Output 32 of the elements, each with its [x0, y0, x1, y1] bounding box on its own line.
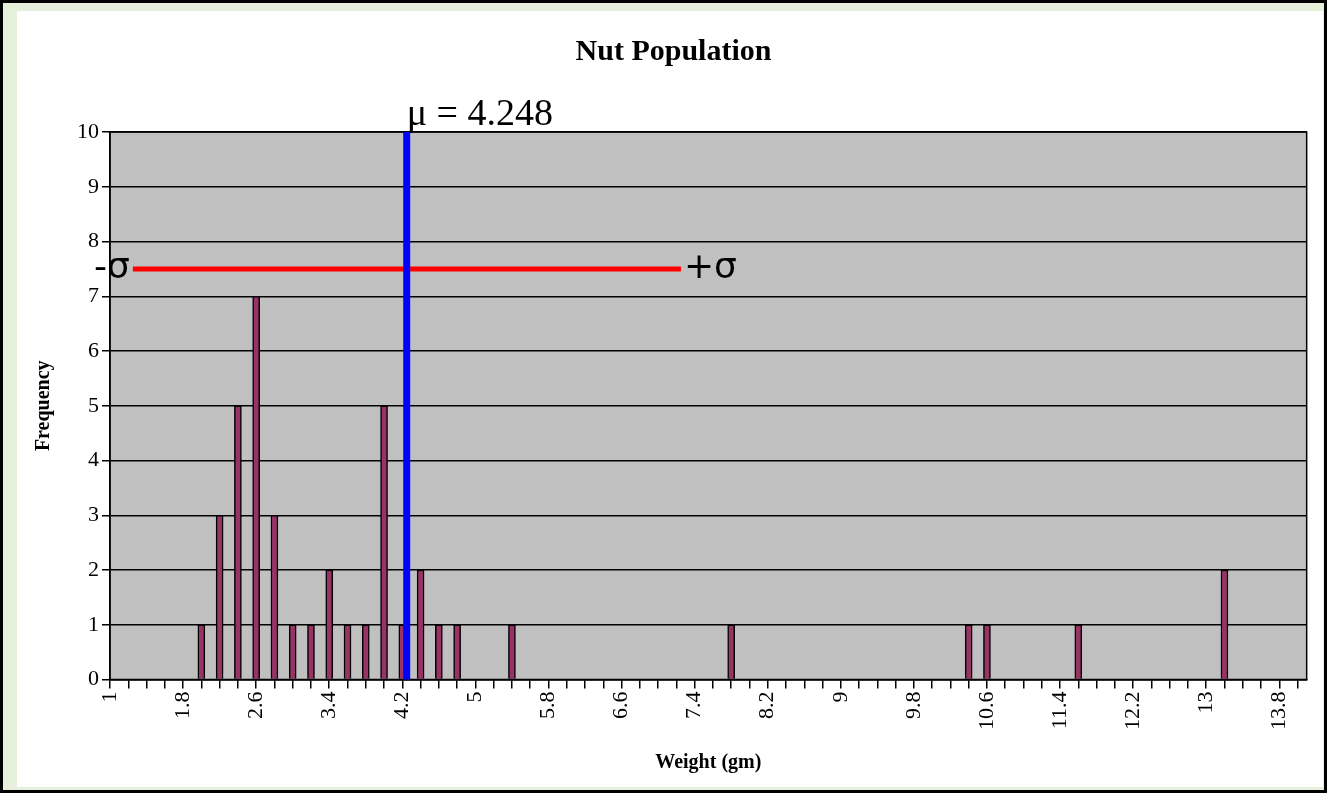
chart-title: Nut Population — [575, 32, 772, 66]
y-tick-label: 9 — [88, 172, 99, 198]
y-tick-label: 4 — [88, 446, 99, 472]
y-tick-label: 0 — [88, 665, 99, 691]
y-tick-label: 1 — [88, 610, 99, 636]
y-tick-label: 8 — [88, 227, 99, 253]
x-tick-label: 9.8 — [899, 691, 925, 719]
x-tick-label: 2.6 — [241, 691, 267, 719]
x-tick-label: 5.8 — [534, 691, 560, 719]
x-tick-label: 11.4 — [1045, 691, 1071, 730]
y-tick-label: 7 — [88, 282, 99, 308]
x-tick-label: 7.4 — [680, 691, 706, 719]
x-tick-label: 13 — [1191, 691, 1217, 714]
y-tick-label: 6 — [88, 336, 99, 362]
x-axis-title: Weight (gm) — [655, 750, 762, 774]
x-tick-label: 8.2 — [753, 691, 779, 719]
x-tick-label: 1.8 — [168, 691, 194, 719]
x-tick-label: 4.2 — [388, 691, 414, 719]
x-tick-label: 6.6 — [607, 691, 633, 719]
ref-line-label: μ = 4.248 — [406, 90, 554, 133]
x-tick-label: 13.8 — [1265, 691, 1291, 730]
x-tick-label: 9 — [826, 691, 852, 703]
annotation: +σ — [683, 245, 737, 287]
x-tick-label: 12.2 — [1118, 691, 1144, 730]
x-tick-label: 3.4 — [315, 691, 341, 719]
y-tick-label: 2 — [88, 555, 99, 581]
y-tick-label: 3 — [88, 501, 99, 527]
y-axis-title: Frequency — [31, 360, 55, 452]
x-tick-label: 5 — [461, 691, 487, 703]
y-tick-label: 10 — [77, 117, 99, 143]
y-tick-label: 5 — [88, 391, 99, 417]
x-tick-label: 10.6 — [972, 691, 998, 730]
